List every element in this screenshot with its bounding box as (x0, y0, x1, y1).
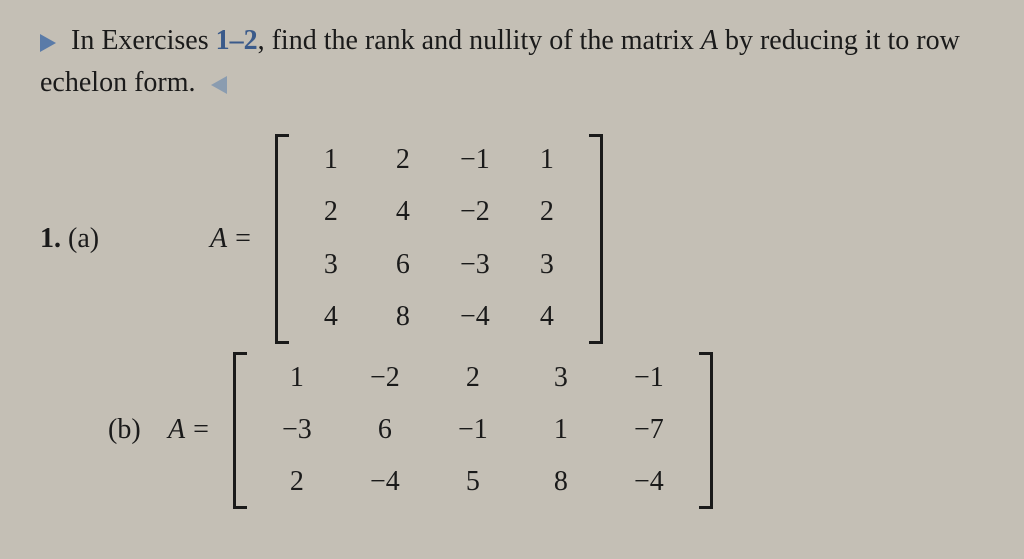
matrix-cell: −1 (439, 134, 511, 186)
matrix-cell: 2 (295, 186, 367, 238)
problem-number: 1. (40, 223, 61, 254)
instr-mid: , find the rank and nullity of the matri… (258, 25, 701, 56)
arrow-right-icon (40, 34, 56, 52)
matrix-cell: −1 (605, 352, 693, 404)
instr-matrix-name: A (701, 25, 718, 56)
equals-sign: = (193, 414, 209, 445)
matrix-cell: 8 (517, 456, 605, 508)
matrix-cell: 1 (511, 134, 583, 186)
instr-range: 1–2 (216, 25, 258, 56)
arrow-left-icon (211, 76, 227, 94)
matrix-row: 1 −2 2 3 −1 (253, 352, 693, 404)
bracket-right-icon (589, 134, 603, 344)
matrix-1b: 1 −2 2 3 −1 −3 6 −1 1 −7 2 −4 5 8 (233, 352, 713, 509)
matrix-cell: 2 (511, 186, 583, 238)
matrix-cell: 4 (367, 186, 439, 238)
matrix-row: 4 8 −4 4 (295, 291, 583, 343)
problem-1b: (b) A= 1 −2 2 3 −1 −3 6 −1 1 −7 (40, 352, 984, 509)
lhs-symbol: A (168, 414, 185, 445)
bracket-right-icon (699, 352, 713, 509)
lhs-symbol: A (210, 223, 227, 254)
matrix-cell: 6 (367, 239, 439, 291)
matrix-1a: 1 2 −1 1 2 4 −2 2 3 6 −3 3 (275, 134, 603, 344)
matrix-cell: −7 (605, 404, 693, 456)
matrix-row: 2 4 −2 2 (295, 186, 583, 238)
matrix-row: −3 6 −1 1 −7 (253, 404, 693, 456)
matrix-cell: 2 (367, 134, 439, 186)
instr-prefix: In Exercises (71, 25, 216, 56)
matrix-cell: −4 (605, 456, 693, 508)
matrix-cell: 6 (341, 404, 429, 456)
matrix-cell: 3 (517, 352, 605, 404)
problem-label: 1. (a) (40, 223, 210, 255)
matrix-cell: −1 (429, 404, 517, 456)
matrix-cell: −3 (439, 239, 511, 291)
matrix-cell: 5 (429, 456, 517, 508)
page: In Exercises 1–2, find the rank and null… (0, 0, 1024, 537)
problem-part: (b) (108, 414, 168, 446)
equation-lhs: A= (168, 414, 217, 446)
matrix-cell: 2 (429, 352, 517, 404)
matrix-cell: −3 (253, 404, 341, 456)
matrix-cell: 1 (517, 404, 605, 456)
matrix-row: 2 −4 5 8 −4 (253, 456, 693, 508)
matrix-cell: 1 (295, 134, 367, 186)
matrix-cell: −4 (439, 291, 511, 343)
matrix-cell: 2 (253, 456, 341, 508)
matrix-row: 3 6 −3 3 (295, 239, 583, 291)
matrix-cell: 4 (511, 291, 583, 343)
instructions-block: In Exercises 1–2, find the rank and null… (40, 20, 984, 104)
matrix-cell: 8 (367, 291, 439, 343)
matrix-table: 1 2 −1 1 2 4 −2 2 3 6 −3 3 (295, 134, 583, 344)
equation-lhs: A= (210, 223, 259, 255)
matrix-cell: 4 (295, 291, 367, 343)
equals-sign: = (235, 223, 251, 254)
bracket-left-icon (233, 352, 247, 509)
matrix-cell: −4 (341, 456, 429, 508)
problem-1a: 1. (a) A= 1 2 −1 1 2 4 −2 2 (40, 134, 984, 344)
matrix-cell: −2 (439, 186, 511, 238)
bracket-left-icon (275, 134, 289, 344)
matrix-table: 1 −2 2 3 −1 −3 6 −1 1 −7 2 −4 5 8 (253, 352, 693, 509)
matrix-cell: 1 (253, 352, 341, 404)
matrix-cell: 3 (295, 239, 367, 291)
matrix-cell: −2 (341, 352, 429, 404)
matrix-cell: 3 (511, 239, 583, 291)
problem-part: (a) (68, 223, 99, 254)
matrix-row: 1 2 −1 1 (295, 134, 583, 186)
